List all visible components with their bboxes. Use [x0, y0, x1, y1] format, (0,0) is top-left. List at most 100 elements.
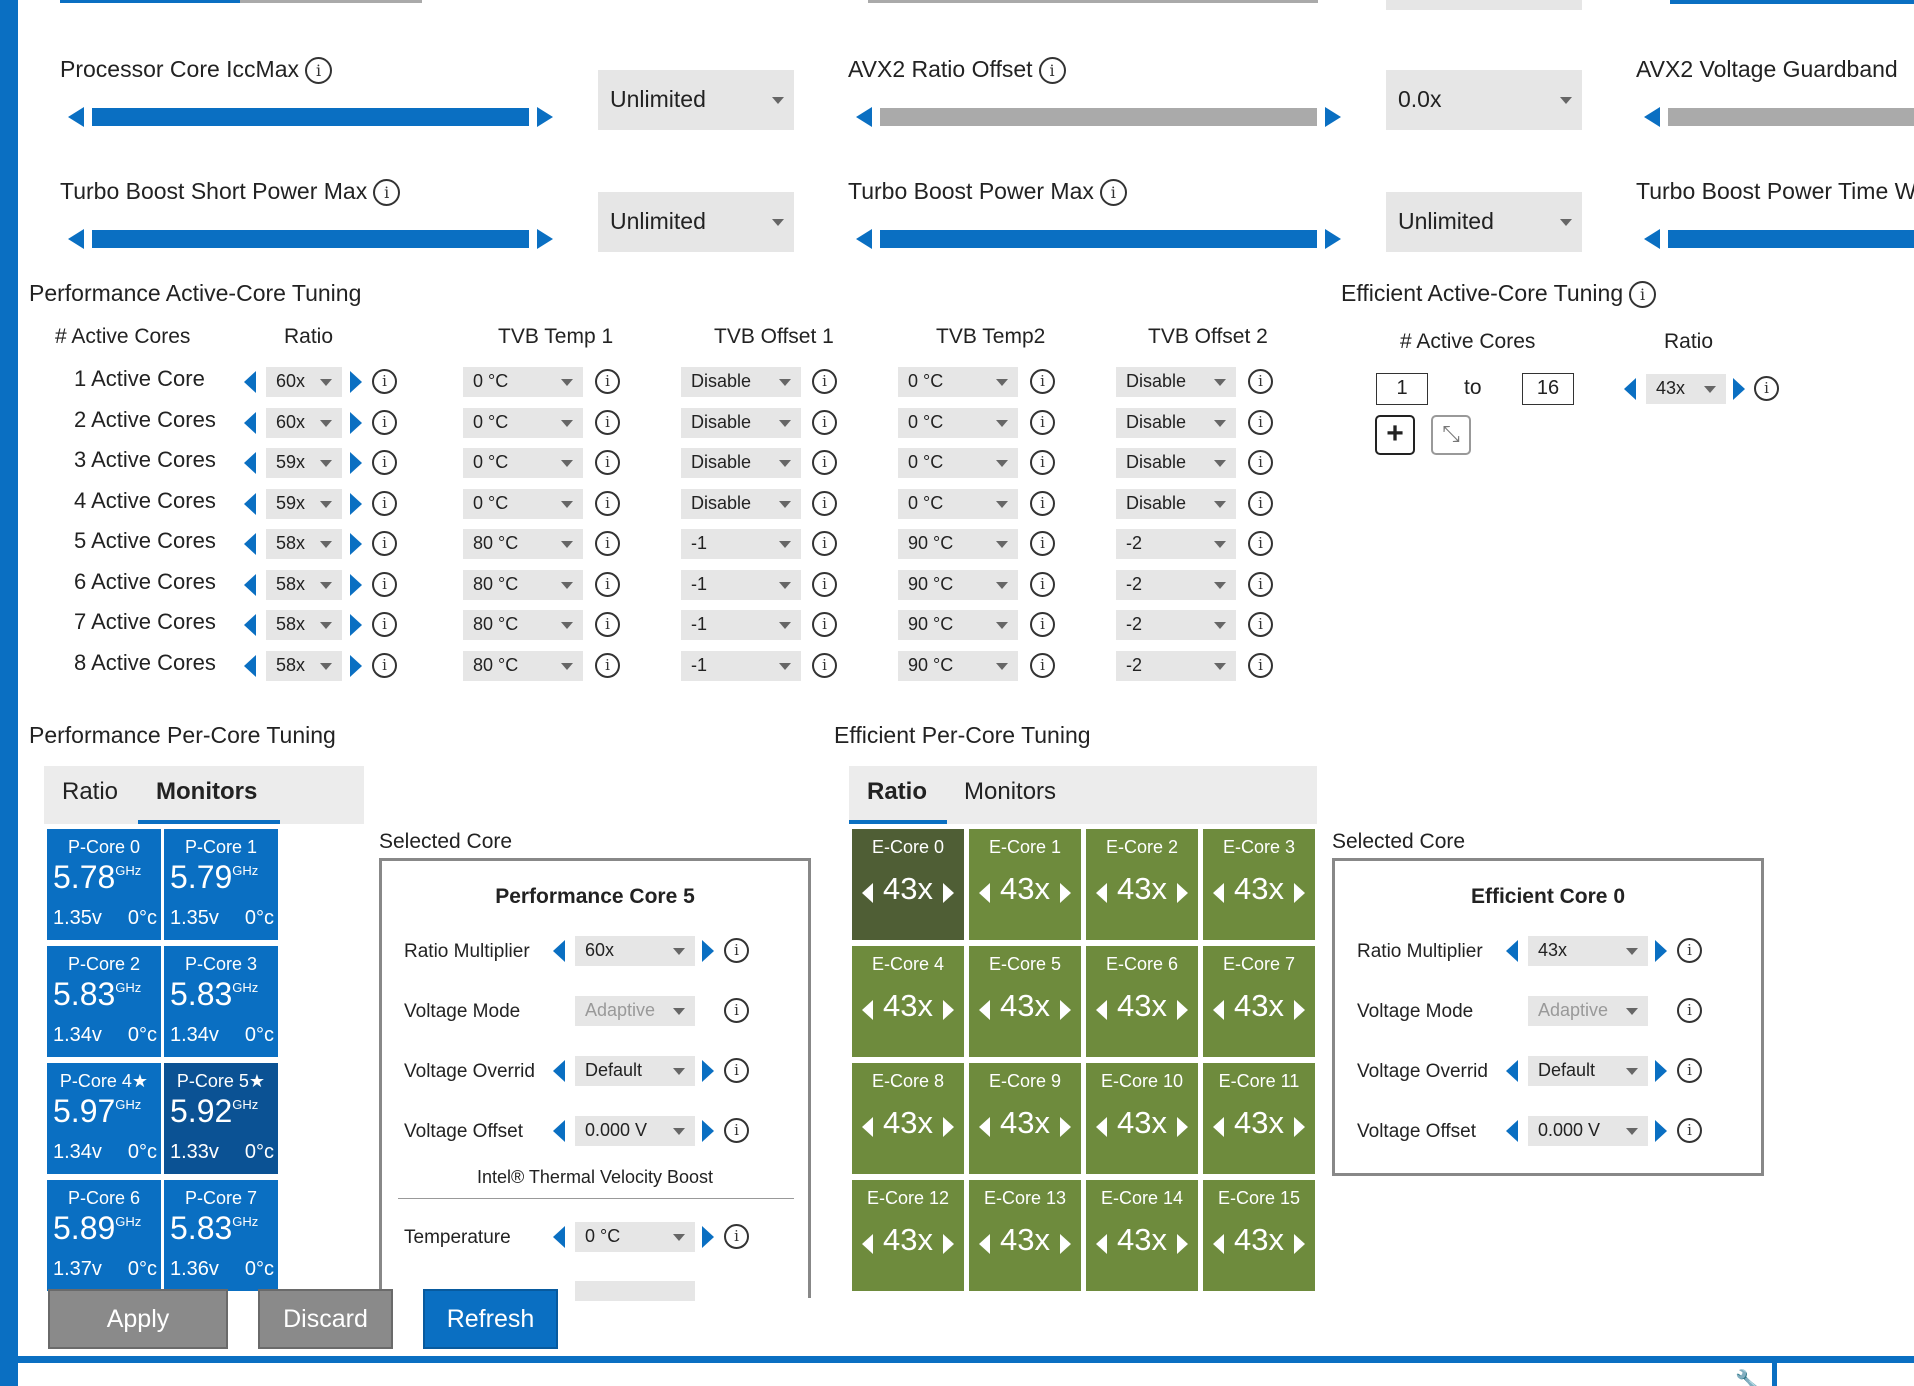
slider-track[interactable] [880, 108, 1317, 126]
ecore-tile[interactable]: E-Core 11 43x [1203, 1063, 1315, 1174]
info-icon[interactable]: i [812, 531, 837, 556]
ecore-tile[interactable]: E-Core 14 43x [1086, 1180, 1198, 1291]
slider-track[interactable] [1668, 108, 1914, 126]
info-icon[interactable]: i [1030, 572, 1055, 597]
eff-active-ratio-dropdown[interactable]: 43x [1646, 374, 1726, 404]
ecore-right-arrow-icon[interactable] [1060, 1117, 1071, 1137]
discard-button[interactable]: Discard [258, 1289, 393, 1349]
info-icon[interactable]: i [1038, 57, 1066, 85]
off2-dropdown[interactable]: Disable [1116, 367, 1236, 397]
ratio-dropdown[interactable]: 60x [266, 367, 342, 397]
info-icon[interactable]: i [595, 531, 620, 556]
left-arrow-icon[interactable] [553, 940, 565, 962]
ratio-right-arrow-icon[interactable] [350, 614, 362, 636]
ecore-left-arrow-icon[interactable] [979, 1117, 990, 1137]
ecore-right-arrow-icon[interactable] [1294, 1234, 1305, 1254]
info-icon[interactable]: i [812, 612, 837, 637]
info-icon[interactable]: i [595, 612, 620, 637]
ecore-left-arrow-icon[interactable] [1213, 1000, 1224, 1020]
add-range-button[interactable]: + [1375, 415, 1415, 455]
info-icon[interactable]: i [1677, 1058, 1702, 1083]
right-arrow-icon[interactable] [1655, 1060, 1667, 1082]
temp2-dropdown[interactable]: 90 °C [898, 610, 1018, 640]
off1-dropdown[interactable]: -1 [681, 529, 801, 559]
info-icon[interactable]: i [724, 998, 749, 1023]
ratio-left-arrow-icon[interactable] [244, 574, 256, 596]
avx2-voltage-guardband-slider[interactable] [1644, 102, 1914, 132]
info-icon[interactable]: i [812, 491, 837, 516]
turbo-power-time-slider[interactable] [1644, 224, 1914, 254]
ratio-right-arrow-icon[interactable] [350, 533, 362, 555]
ecore-tile[interactable]: E-Core 1 43x [969, 829, 1081, 940]
avx2-ratio-offset-slider[interactable] [856, 102, 1341, 132]
info-icon[interactable]: i [724, 1058, 749, 1083]
info-icon[interactable]: i [1248, 369, 1273, 394]
ecore-left-arrow-icon[interactable] [979, 1234, 990, 1254]
ecore-right-arrow-icon[interactable] [1060, 1234, 1071, 1254]
info-icon[interactable]: i [724, 1224, 749, 1249]
ecore-right-arrow-icon[interactable] [1060, 1000, 1071, 1020]
slider-track[interactable] [92, 108, 529, 126]
info-icon[interactable]: i [372, 531, 397, 556]
turbo-power-max-dropdown[interactable]: Unlimited [1386, 192, 1582, 252]
ecore-right-arrow-icon[interactable] [943, 1117, 954, 1137]
left-arrow-icon[interactable] [1506, 1120, 1518, 1142]
voltage-override-dropdown[interactable]: Default [575, 1056, 695, 1086]
ecore-right-arrow-icon[interactable] [1177, 1000, 1188, 1020]
ecore-tile[interactable]: E-Core 3 43x [1203, 829, 1315, 940]
ecore-right-arrow-icon[interactable] [1177, 1117, 1188, 1137]
left-arrow-icon[interactable] [553, 1226, 565, 1248]
slider-left-arrow-icon[interactable] [68, 107, 84, 127]
slider-left-arrow-icon[interactable] [1644, 107, 1660, 127]
info-icon[interactable]: i [595, 653, 620, 678]
off2-dropdown[interactable]: Disable [1116, 448, 1236, 478]
pcore-tile[interactable]: P-Core 0 5.78GHz 1.35v 0°c [47, 829, 161, 940]
ecore-tile[interactable]: E-Core 12 43x [852, 1180, 964, 1291]
ratio-right-arrow-icon[interactable] [350, 655, 362, 677]
ratio-left-arrow-icon[interactable] [244, 493, 256, 515]
info-icon[interactable]: i [1248, 612, 1273, 637]
info-icon[interactable]: i [1677, 1118, 1702, 1143]
ecore-tile[interactable]: E-Core 8 43x [852, 1063, 964, 1174]
ratio-multiplier-dropdown[interactable]: 60x [575, 936, 695, 966]
off2-dropdown[interactable]: -2 [1116, 610, 1236, 640]
slider-track[interactable] [92, 230, 529, 248]
pcore-tile[interactable]: P-Core 5★ 5.92GHz 1.33v 0°c [164, 1063, 278, 1174]
ecore-right-arrow-icon[interactable] [1294, 883, 1305, 903]
ratio-dropdown[interactable]: 58x [266, 529, 342, 559]
ecore-left-arrow-icon[interactable] [979, 883, 990, 903]
off2-dropdown[interactable]: -2 [1116, 529, 1236, 559]
info-icon[interactable]: i [1629, 281, 1657, 309]
off2-dropdown[interactable]: -2 [1116, 651, 1236, 681]
info-icon[interactable]: i [1030, 410, 1055, 435]
info-icon[interactable]: i [595, 410, 620, 435]
tab-monitors[interactable]: Monitors [156, 778, 258, 805]
ecore-left-arrow-icon[interactable] [1096, 883, 1107, 903]
info-icon[interactable]: i [1677, 938, 1702, 963]
ratio-right-arrow-icon[interactable] [350, 371, 362, 393]
right-arrow-icon[interactable] [702, 940, 714, 962]
refresh-button[interactable]: Refresh [423, 1289, 558, 1349]
ecore-left-arrow-icon[interactable] [1213, 1117, 1224, 1137]
info-icon[interactable]: i [1677, 998, 1702, 1023]
info-icon[interactable]: i [305, 57, 333, 85]
ratio-left-arrow-icon[interactable] [244, 412, 256, 434]
right-arrow-icon[interactable] [1655, 1120, 1667, 1142]
slider-left-arrow-icon[interactable] [856, 107, 872, 127]
info-icon[interactable]: i [1030, 531, 1055, 556]
temp2-dropdown[interactable]: 0 °C [898, 367, 1018, 397]
info-icon[interactable]: i [812, 369, 837, 394]
ecore-right-arrow-icon[interactable] [943, 1000, 954, 1020]
turbo-power-max-slider[interactable] [856, 224, 1341, 254]
temp2-dropdown[interactable]: 90 °C [898, 570, 1018, 600]
slider-left-arrow-icon[interactable] [856, 229, 872, 249]
info-icon[interactable]: i [372, 653, 397, 678]
left-arrow-icon[interactable] [1506, 1060, 1518, 1082]
temp1-dropdown[interactable]: 80 °C [463, 610, 583, 640]
ratio-right-arrow-icon[interactable] [350, 574, 362, 596]
info-icon[interactable]: i [595, 450, 620, 475]
temp2-dropdown[interactable]: 0 °C [898, 448, 1018, 478]
temp1-dropdown[interactable]: 0 °C [463, 408, 583, 438]
ratio-left-arrow-icon[interactable] [244, 452, 256, 474]
info-icon[interactable]: i [812, 450, 837, 475]
